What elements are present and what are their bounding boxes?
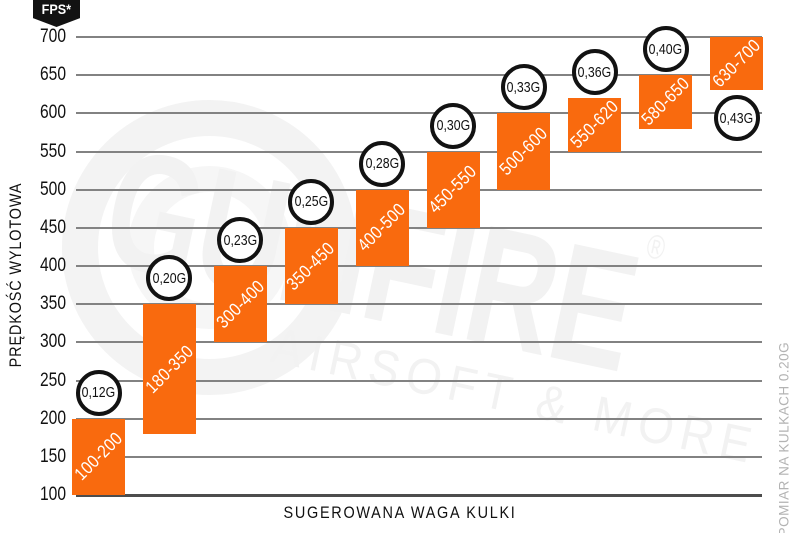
fps-range-bar: 300-400 <box>211 266 268 343</box>
bb-weight-label: 0,30G <box>436 117 470 134</box>
x-axis-title: SUGEROWANA WAGA KULKI <box>60 503 740 523</box>
x-axis-title-text: SUGEROWANA WAGA KULKI <box>283 503 517 522</box>
y-tick-label: 400 <box>40 255 66 276</box>
bb-weight-label: 0,23G <box>223 231 258 249</box>
fps-range-bar: 630-700 <box>708 35 765 92</box>
gridline <box>76 150 762 153</box>
y-tick-label: 250 <box>40 369 66 391</box>
fps-range-bar: 100-200 <box>70 418 127 495</box>
fps-range-label: 580-650 <box>637 73 694 130</box>
gridline <box>76 341 762 344</box>
bb-weight-label: 0,33G <box>507 78 541 96</box>
fps-range-label: 400-500 <box>353 199 410 256</box>
bb-weight-badge: 0,25G <box>288 178 335 225</box>
bb-weight-badge: 0,43G <box>713 95 760 142</box>
gridline <box>76 36 762 39</box>
y-tick-label: 300 <box>40 331 66 353</box>
fps-range-bar: 550-620 <box>566 96 623 153</box>
bb-weight-badge: 0,28G <box>359 140 406 187</box>
fps-range-bar: 500-600 <box>495 113 552 190</box>
fps-range-bar: 450-550 <box>424 151 481 228</box>
gridline <box>76 494 762 497</box>
bb-weight-label: 0,43G <box>719 109 754 127</box>
fps-range-label: 630-700 <box>708 35 765 92</box>
bb-weight-badge: 0,33G <box>500 64 547 111</box>
gridline <box>76 74 762 77</box>
bb-weight-label: 0,25G <box>294 193 328 211</box>
bb-weight-badge: 0,23G <box>217 217 264 263</box>
y-tick-label: 100 <box>40 484 66 505</box>
gridline <box>76 226 762 229</box>
fps-range-bar: 400-500 <box>353 189 410 266</box>
gridline <box>76 379 762 382</box>
gridline <box>76 417 762 420</box>
gridline <box>76 303 762 306</box>
y-tick-label: 450 <box>40 216 66 238</box>
gridline <box>76 188 762 191</box>
bb-weight-badge: 0,20G <box>146 255 193 302</box>
fps-range-label: 500-600 <box>495 123 552 180</box>
fps-range-label: 450-550 <box>424 161 481 218</box>
fps-range-label: 350-450 <box>282 237 339 294</box>
fps-range-bar: 180-350 <box>141 304 198 434</box>
fps-range-bar: 350-450 <box>282 227 339 305</box>
y-axis-title: PRĘDKOŚĆ WYLOTOWA <box>6 182 25 368</box>
y-tick-label: 500 <box>40 178 66 200</box>
gridline <box>76 112 762 115</box>
bb-weight-label: 0,20G <box>152 269 187 287</box>
bb-weight-label: 0,28G <box>365 155 399 173</box>
fps-range-label: 300-400 <box>211 275 268 332</box>
fps-range-label: 100-200 <box>70 428 127 485</box>
gridline <box>76 455 762 458</box>
fps-range-bar: 580-650 <box>637 73 694 130</box>
bb-weight-badge: 0,12G <box>75 369 122 416</box>
bb-weight-badge: 0,40G <box>642 26 689 73</box>
y-tick-label: 700 <box>40 26 66 48</box>
bb-weight-badge: 0,30G <box>430 102 476 149</box>
bb-weight-label: 0,12G <box>81 384 116 402</box>
fps-unit-badge-label: FPS* <box>41 1 72 17</box>
y-tick-label: 600 <box>40 102 66 124</box>
measurement-footnote: *POMIAR NA KULKACH 0.20G <box>776 341 792 533</box>
fps-range-label: 550-620 <box>566 96 623 153</box>
y-tick-label: 150 <box>40 445 66 467</box>
y-tick-label: 550 <box>40 140 66 162</box>
bb-weight-label: 0,40G <box>648 40 683 58</box>
y-tick-label: 200 <box>40 407 66 429</box>
gridline <box>76 265 762 267</box>
fps-range-label: 180-350 <box>141 340 198 397</box>
y-tick-label: 350 <box>40 293 66 315</box>
y-tick-label: 650 <box>40 64 66 86</box>
bb-weight-badge: 0,36G <box>571 49 618 96</box>
bb-weight-label: 0,36G <box>578 63 612 81</box>
